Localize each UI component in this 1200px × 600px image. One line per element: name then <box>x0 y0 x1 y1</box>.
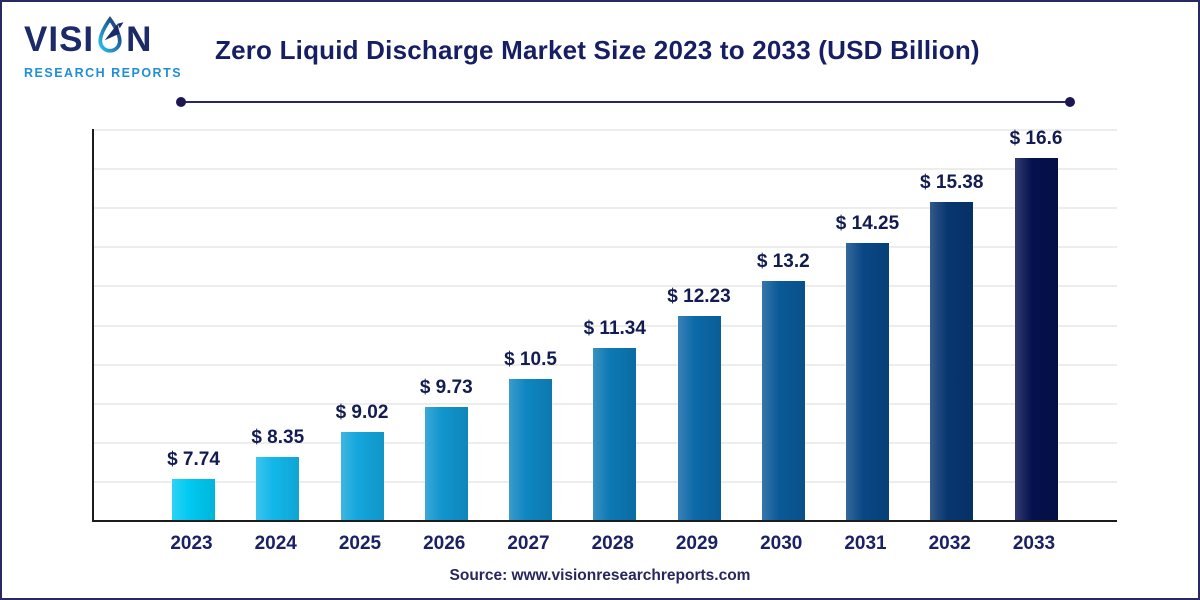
bar-2030 <box>761 281 805 520</box>
bar-value-label-2025: $ 9.02 <box>335 402 389 423</box>
gridline <box>94 246 1117 249</box>
bar-value-label-2031: $ 14.25 <box>835 213 900 234</box>
bar-value-label-2023: $ 7.74 <box>167 449 220 470</box>
bar-2033 <box>1014 158 1058 520</box>
bar-2031 <box>846 243 889 520</box>
x-tick-2024: 2024 <box>254 533 297 554</box>
x-tick-2033: 2033 <box>1012 533 1056 554</box>
x-tick-2023: 2023 <box>170 533 213 554</box>
bar-value-label-2033: $ 16.6 <box>1009 128 1063 149</box>
gridline <box>94 168 1117 171</box>
bar-2027 <box>509 379 552 520</box>
bar-2024 <box>256 457 300 520</box>
logo-brand-prefix: VISI <box>24 19 95 59</box>
bar-2023 <box>172 479 215 520</box>
gridline <box>94 129 1117 131</box>
gridline <box>94 285 1117 288</box>
x-tick-2027: 2027 <box>507 533 550 554</box>
bar-value-label-2028: $ 11.34 <box>583 318 646 339</box>
divider-right-dot <box>1065 97 1075 107</box>
bar-2029 <box>677 316 721 520</box>
vision-research-reports-logo: VISI N RESEARCH REPORTS <box>24 16 194 80</box>
bar-value-label-2027: $ 10.5 <box>504 349 557 370</box>
water-drop-logo-icon <box>95 15 125 61</box>
bar-value-label-2026: $ 9.73 <box>419 377 473 398</box>
logo-brand-suffix: N <box>126 19 153 59</box>
bar-value-label-2030: $ 13.2 <box>756 251 810 272</box>
divider-left-dot <box>176 97 186 107</box>
bar-value-label-2024: $ 8.35 <box>251 427 305 448</box>
logo-brand-text: VISI N <box>24 16 194 62</box>
x-tick-2031: 2031 <box>844 533 887 554</box>
gridline <box>94 207 1117 210</box>
x-tick-2028: 2028 <box>591 533 634 554</box>
x-tick-2032: 2032 <box>928 533 971 554</box>
x-tick-2030: 2030 <box>760 533 803 554</box>
bar-2028 <box>593 348 637 520</box>
logo-subtitle: RESEARCH REPORTS <box>24 66 183 80</box>
x-tick-2025: 2025 <box>338 533 382 554</box>
source-attribution: Source: www.visionresearchreports.com <box>449 567 751 584</box>
bar-chart-plot-area: $ 7.74 $ 8.35 $ 9.02 $ 9.73 $ 10.5 $ 11.34 $ 1… <box>92 128 1117 522</box>
bar-value-label-2029: $ 12.23 <box>667 286 731 307</box>
title-divider-line <box>176 97 1075 107</box>
chart-title: Zero Liquid Discharge Market Size 2023 t… <box>215 35 980 65</box>
x-tick-2026: 2026 <box>423 533 466 554</box>
x-tick-2029: 2029 <box>675 533 719 554</box>
bar-2032 <box>930 202 974 520</box>
gridline <box>94 324 1117 327</box>
bar-2025 <box>340 432 384 520</box>
bar-value-label-2032: $ 15.38 <box>920 172 984 193</box>
bar-2026 <box>424 407 468 520</box>
